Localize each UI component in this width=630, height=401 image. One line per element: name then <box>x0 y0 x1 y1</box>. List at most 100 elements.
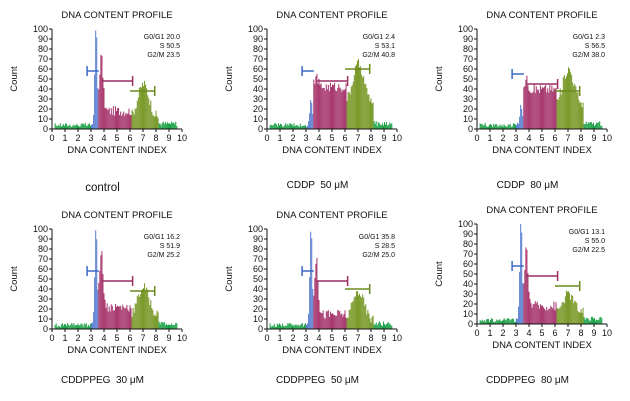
histogram-bar <box>364 84 366 129</box>
histogram-bar <box>505 320 507 324</box>
histogram-bar <box>145 291 147 329</box>
histogram-bar <box>356 290 358 329</box>
histogram-bar <box>115 306 117 329</box>
histogram-bar <box>275 326 277 329</box>
phase-stat-g2m: G2/M 22.5 <box>572 247 605 254</box>
histogram-bar <box>146 88 148 129</box>
histogram-bar <box>174 123 176 129</box>
histogram-bar <box>114 304 116 329</box>
histogram-bar <box>501 320 503 324</box>
y-tick-label: 100 <box>33 24 48 34</box>
histogram-bar <box>590 121 592 129</box>
histogram-bar <box>294 126 296 129</box>
histogram-bar <box>122 113 124 129</box>
histogram-bar <box>352 300 354 329</box>
histogram-bar <box>360 66 362 129</box>
histogram-bar <box>342 316 344 329</box>
histogram-bar <box>312 288 314 329</box>
histogram-bar <box>309 113 311 129</box>
histogram-bar <box>71 323 73 329</box>
x-tick-label: 9 <box>166 133 171 143</box>
histogram-bar <box>131 316 133 329</box>
histogram-bar <box>103 293 105 329</box>
y-tick-label: 20 <box>38 104 48 114</box>
histogram-bar <box>355 64 357 129</box>
histogram-bar <box>143 288 145 329</box>
histogram-panel-control: DNA CONTENT PROFILE Count DNA CONTENT INDE… <box>0 5 205 201</box>
histogram-bar <box>286 125 288 129</box>
x-tick-label: 2 <box>290 133 295 143</box>
histogram-bar <box>298 325 300 329</box>
histogram-bar <box>162 121 164 129</box>
phase-stat-g2m: G2/M 25.0 <box>362 252 395 259</box>
histogram-bar <box>359 67 361 129</box>
histogram-bar <box>487 319 489 324</box>
histogram-bar <box>369 101 371 129</box>
histogram-bar <box>373 324 375 329</box>
x-tick-label: 3 <box>513 133 518 143</box>
histogram-bar <box>304 323 306 329</box>
x-tick-label: 5 <box>114 333 119 343</box>
y-tick-label: 90 <box>253 234 263 244</box>
histogram-bar <box>57 325 59 329</box>
histogram-bar <box>132 307 134 329</box>
x-tick-label: 7 <box>355 333 360 343</box>
histogram-bar <box>343 314 345 329</box>
y-tick-label: 100 <box>248 224 263 234</box>
histogram-bar <box>340 88 342 129</box>
histogram-bar <box>577 92 579 129</box>
histogram-bar <box>125 307 127 329</box>
histogram-bar <box>121 309 123 329</box>
y-tick-label: 90 <box>38 34 48 44</box>
histogram-bar <box>480 124 482 129</box>
histogram-bar <box>485 319 487 324</box>
histogram-bar <box>579 312 581 324</box>
histogram-bar <box>512 123 514 129</box>
histogram-bar <box>539 304 541 324</box>
histogram-svg-6: DNA CONTENT PROFILE Count DNA CONTENT INDE… <box>434 205 612 351</box>
x-tick-label: 10 <box>392 333 402 343</box>
histogram-bar <box>363 76 365 129</box>
histogram-bar <box>376 125 378 129</box>
histogram-bar <box>507 124 509 129</box>
histogram-bar <box>363 297 365 329</box>
x-tick-label: 7 <box>565 328 570 338</box>
histogram-bar <box>548 309 550 324</box>
histogram-bar <box>508 318 510 324</box>
histogram-bar <box>84 123 86 129</box>
histogram-bar <box>143 86 145 129</box>
histogram-bar <box>299 324 301 329</box>
histogram-bar <box>271 125 273 129</box>
chart-title: DNA CONTENT PROFILE <box>276 10 387 21</box>
histogram-bar <box>271 325 273 329</box>
histogram-bar <box>584 124 586 129</box>
histogram-bar <box>389 122 391 129</box>
histogram-bar <box>509 124 511 129</box>
histogram-bar <box>540 88 542 129</box>
histogram-bar <box>277 324 279 329</box>
histogram-bar <box>286 325 288 329</box>
histogram-bar <box>91 322 93 329</box>
histogram-bar <box>157 118 159 129</box>
histogram-panel-cddppeg-80: DNA CONTENT PROFILE Count DNA CONTENT INDE… <box>425 200 630 396</box>
histogram-bar <box>172 325 174 329</box>
y-tick-label: 70 <box>463 54 473 64</box>
histogram-bar <box>537 89 539 129</box>
x-tick-label: 1 <box>62 133 67 143</box>
histogram-bar <box>117 108 119 129</box>
histogram-bar <box>167 324 169 329</box>
histogram-bar <box>97 289 99 329</box>
histogram-bar <box>580 102 582 129</box>
histogram-bar <box>276 126 278 129</box>
histogram-bar <box>536 301 538 324</box>
histogram-bar <box>173 122 175 129</box>
histogram-bar <box>528 291 530 324</box>
histogram-bar <box>333 314 335 329</box>
histogram-bar <box>535 303 537 324</box>
histogram-bar <box>389 323 391 329</box>
histogram-bar <box>316 258 318 329</box>
histogram-bar <box>310 231 312 329</box>
histogram-bar <box>372 102 374 129</box>
histogram-bar <box>558 308 560 324</box>
histogram-bar <box>306 126 308 129</box>
